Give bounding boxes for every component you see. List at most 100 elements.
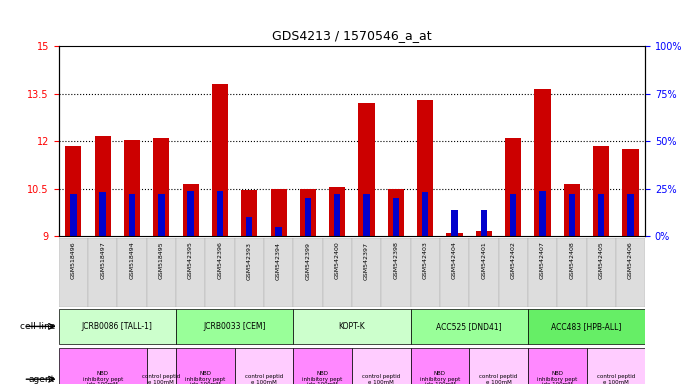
Bar [622, 149, 638, 236]
Bar [352, 238, 381, 307]
Text: JCRB0033 [CEM]: JCRB0033 [CEM] [204, 322, 266, 331]
Bar [206, 238, 235, 307]
Text: NBD
inhibitory pept
ide 100mM: NBD inhibitory pept ide 100mM [302, 371, 343, 384]
Bar [359, 103, 375, 236]
Text: GSM542394: GSM542394 [276, 242, 281, 280]
Text: GSM542400: GSM542400 [335, 242, 339, 279]
Bar [176, 309, 293, 344]
Bar [451, 210, 457, 236]
Bar [117, 238, 147, 307]
Bar [124, 139, 140, 236]
Text: ACC483 [HPB-ALL]: ACC483 [HPB-ALL] [551, 322, 622, 331]
Text: GSM518494: GSM518494 [130, 242, 135, 279]
Bar [481, 210, 487, 236]
Bar [270, 189, 286, 236]
Bar [235, 238, 264, 307]
Bar [176, 238, 206, 307]
Bar [264, 238, 293, 307]
Bar [528, 238, 558, 307]
Bar [235, 348, 293, 384]
Bar [499, 238, 528, 307]
Bar [246, 217, 253, 236]
Bar [558, 238, 586, 307]
Bar [593, 146, 609, 236]
Text: ACC525 [DND41]: ACC525 [DND41] [436, 322, 502, 331]
Bar [188, 190, 194, 236]
Bar [88, 238, 117, 307]
Text: cell line: cell line [20, 322, 55, 331]
Bar [616, 238, 645, 307]
Bar [300, 189, 316, 236]
Bar [59, 238, 645, 307]
Text: GSM542404: GSM542404 [452, 242, 457, 280]
Bar [66, 146, 81, 236]
Bar [469, 238, 499, 307]
Text: control peptid
e 100mM: control peptid e 100mM [362, 374, 400, 384]
Text: GSM542406: GSM542406 [628, 242, 633, 279]
Bar [586, 238, 616, 307]
Bar [323, 238, 352, 307]
Bar [364, 194, 370, 236]
Bar [411, 238, 440, 307]
Bar [334, 194, 340, 236]
Text: KOPT-K: KOPT-K [339, 322, 365, 331]
Bar [59, 238, 88, 307]
Text: control peptid
e 100mM: control peptid e 100mM [245, 374, 283, 384]
Text: GSM542401: GSM542401 [482, 242, 486, 279]
Bar [147, 238, 176, 307]
Bar [99, 192, 106, 236]
Bar [598, 194, 604, 236]
Text: GSM518497: GSM518497 [100, 242, 105, 279]
Text: GSM542397: GSM542397 [364, 242, 369, 280]
Text: GDS4213 / 1570546_a_at: GDS4213 / 1570546_a_at [272, 29, 432, 42]
Bar [540, 190, 546, 236]
Bar [158, 194, 164, 236]
Bar [153, 138, 169, 236]
Text: NBD
inhibitory pept
ide 100mM: NBD inhibitory pept ide 100mM [185, 371, 226, 384]
Bar [411, 348, 469, 384]
Bar [476, 232, 492, 236]
Text: agent: agent [29, 375, 55, 384]
Bar [417, 100, 433, 236]
Bar [564, 184, 580, 236]
Text: GSM518495: GSM518495 [159, 242, 164, 279]
Text: NBD
inhibitory pept
ide 100mM: NBD inhibitory pept ide 100mM [420, 371, 460, 384]
Bar [382, 238, 411, 307]
Text: NBD
inhibitory pept
ide 100mM: NBD inhibitory pept ide 100mM [537, 371, 578, 384]
Bar [505, 138, 521, 236]
Bar [352, 348, 411, 384]
Bar [212, 84, 228, 236]
Bar [393, 198, 399, 236]
Bar [422, 192, 428, 236]
Bar [241, 190, 257, 236]
Bar [627, 194, 633, 236]
Text: GSM542402: GSM542402 [511, 242, 515, 280]
Text: GSM542403: GSM542403 [423, 242, 428, 280]
Text: GSM542399: GSM542399 [306, 242, 310, 280]
Bar [388, 189, 404, 236]
Text: NBD
inhibitory pept
ide 100mM: NBD inhibitory pept ide 100mM [83, 371, 123, 384]
Bar [528, 309, 645, 344]
Bar [586, 348, 645, 384]
Text: GSM542408: GSM542408 [569, 242, 574, 279]
Bar [446, 233, 462, 236]
Bar [147, 348, 176, 384]
Bar [70, 194, 77, 236]
Text: GSM542395: GSM542395 [188, 242, 193, 280]
Bar [535, 89, 551, 236]
Text: GSM542405: GSM542405 [599, 242, 604, 279]
Bar [293, 348, 352, 384]
Text: control peptid
e 100mM: control peptid e 100mM [480, 374, 518, 384]
Bar [440, 238, 469, 307]
Bar [528, 348, 586, 384]
Bar [329, 187, 345, 236]
Bar [129, 194, 135, 236]
Text: GSM542407: GSM542407 [540, 242, 545, 280]
Bar [293, 238, 323, 307]
Text: control peptid
e 100mM: control peptid e 100mM [142, 374, 180, 384]
Bar [59, 348, 147, 384]
Bar [275, 227, 282, 236]
Text: GSM542398: GSM542398 [393, 242, 398, 280]
Bar [59, 309, 176, 344]
Text: JCRB0086 [TALL-1]: JCRB0086 [TALL-1] [82, 322, 152, 331]
